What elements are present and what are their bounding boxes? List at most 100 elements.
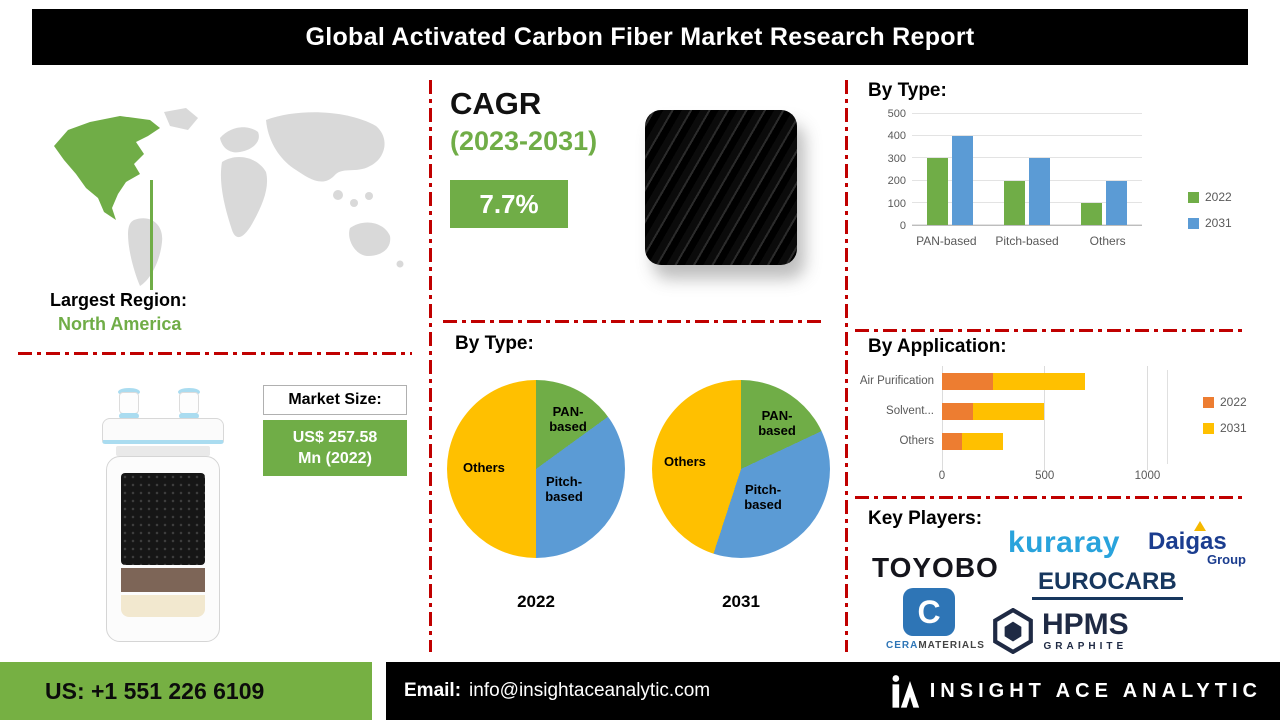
x-category-label: Others [1089, 234, 1126, 248]
ceramaterials-wordmark: CERAMATERIALS [886, 640, 984, 651]
pie-section-title: By Type: [455, 333, 534, 354]
x-tick-label: 0 [938, 470, 946, 482]
ceramaterials-cera: CERA [886, 640, 919, 651]
largest-region-label: Largest Region: [50, 290, 188, 310]
daigas-triangle-icon [1194, 521, 1206, 531]
page-title: Global Activated Carbon Fiber Market Res… [305, 22, 975, 51]
pie-segment-label-pitch: Pitch-based [545, 474, 583, 504]
filter-cream-layer [121, 595, 205, 617]
pie-year-label: 2022 [517, 592, 555, 611]
filter-brown-layer [121, 568, 205, 592]
category-label: Solvent... [886, 405, 934, 417]
legend-label: 2022 [1220, 395, 1247, 409]
legend-item: 2022 [1188, 190, 1232, 204]
y-tick-label: 500 [887, 108, 906, 120]
divider-vertical-right [845, 80, 848, 652]
gridline [912, 224, 1142, 225]
logo-ceramaterials: C CERAMATERIALS [886, 588, 984, 651]
world-map [54, 108, 404, 286]
bar-row-Air Purification [942, 373, 1167, 390]
market-size-label: Market Size: [263, 385, 407, 415]
pie-chart [447, 380, 625, 558]
footer-email: Email: info@insightaceanalytic.com [404, 680, 710, 702]
largest-region-value: North America [58, 314, 182, 334]
brand-block: INSIGHT ACE ANALYTIC [890, 662, 1262, 720]
legend-label: 2022 [1205, 190, 1232, 204]
footer-phone-bar: US: +1 551 226 6109 [0, 662, 372, 720]
daigas-group-text: Group [1207, 552, 1246, 567]
legend-item: 2031 [1188, 216, 1232, 230]
carbon-fiber-image [645, 110, 797, 265]
market-size-value-line1: US$ 257.58 [292, 429, 378, 446]
application-section-title: By Application: [868, 336, 1007, 357]
x-tick-label: 1000 [1134, 470, 1161, 482]
y-tick-label: 0 [899, 219, 906, 232]
divider-right-bottom [855, 496, 1247, 499]
bar-row-Others [942, 433, 1167, 450]
filter-body [106, 456, 220, 642]
brand-name: INSIGHT ACE ANALYTIC [929, 679, 1262, 702]
gridline [912, 201, 1142, 203]
divider-vertical-left [429, 80, 432, 652]
logo-hpms: HPMS GRAPHITE [992, 608, 1129, 654]
pie-segment-label-others: Others [463, 460, 505, 475]
insightace-logo-icon [892, 675, 919, 708]
bar-segment-2031 [972, 403, 1045, 420]
bar-segment-2022 [942, 433, 963, 450]
bytype-bar-xlabels: PAN-based Pitch-based Others [906, 234, 1148, 248]
category-label: Others [899, 435, 934, 447]
key-players-title: Key Players: [868, 508, 983, 529]
filter-collar [116, 446, 210, 456]
gridline [1146, 366, 1148, 470]
market-size-card: Market Size: US$ 257.58 Mn (2022) [263, 385, 407, 476]
bar-segment-2022 [942, 403, 973, 420]
divider-middle-column [443, 320, 823, 323]
divider-right-top [855, 329, 1247, 332]
ceramaterials-c-icon: C [903, 588, 955, 636]
gridline [1044, 366, 1046, 470]
bar-group-Others [1080, 114, 1127, 225]
gridline [912, 113, 1142, 114]
bar-2031-PAN-based [952, 136, 974, 225]
pie-segment-label-pan: PAN-based [758, 408, 796, 438]
bar-group-Pitch-based [1003, 114, 1050, 225]
bar-2031-Pitch-based [1028, 158, 1050, 225]
pie-2031-wrap: PAN-based Pitch-based Others 2031 [652, 380, 830, 620]
logo-eurocarb: EUROCARB [1032, 568, 1183, 600]
market-size-value: US$ 257.58 Mn (2022) [263, 420, 407, 476]
bar-2022-PAN-based [927, 158, 949, 225]
footer-brand-bar: Email: info@insightaceanalytic.com INSIGH… [386, 662, 1280, 720]
pie-segment-label-others: Others [664, 454, 706, 469]
north-america-region [54, 116, 160, 220]
legend-item: 2022 [1203, 395, 1247, 409]
legend-swatch [1188, 191, 1199, 203]
byapp-legend: 2022 2031 [1203, 395, 1247, 435]
x-tick-label: 500 [1035, 470, 1055, 482]
filter-nozzle-left [118, 388, 140, 419]
water-filter-illustration [92, 388, 242, 648]
category-label: Air Purification [859, 375, 934, 387]
logo-kuraray: kuraray [1008, 526, 1120, 559]
byapp-xaxis: 0 500 1000 [938, 470, 1168, 484]
bar-section-title: By Type: [868, 80, 947, 101]
bar-2031-Others [1105, 180, 1127, 225]
hpms-hexagon-icon [993, 608, 1033, 654]
ceramaterials-materials: MATERIALS [918, 640, 985, 651]
divider-left-column [18, 352, 412, 355]
bar-2022-Pitch-based [1003, 180, 1025, 225]
bar-row-Solvent... [942, 403, 1167, 420]
phone-number: US: +1 551 226 6109 [45, 677, 265, 704]
legend-swatch [1203, 396, 1214, 408]
pie-chart [652, 380, 830, 558]
title-banner: Global Activated Carbon Fiber Market Res… [32, 9, 1248, 65]
hpms-wordmark: HPMS [1042, 608, 1129, 641]
email-label: Email: [404, 680, 462, 701]
cagr-value-badge: 7.7% [450, 180, 568, 228]
daigas-wordmark: Daigas [1148, 528, 1227, 555]
bar-segment-2022 [942, 373, 994, 390]
pie-year-label: 2031 [722, 592, 760, 611]
legend-swatch [1203, 422, 1214, 434]
bar-2022-Others [1080, 202, 1102, 225]
filter-lid [102, 418, 224, 444]
market-size-value-line2: Mn (2022) [298, 450, 372, 467]
